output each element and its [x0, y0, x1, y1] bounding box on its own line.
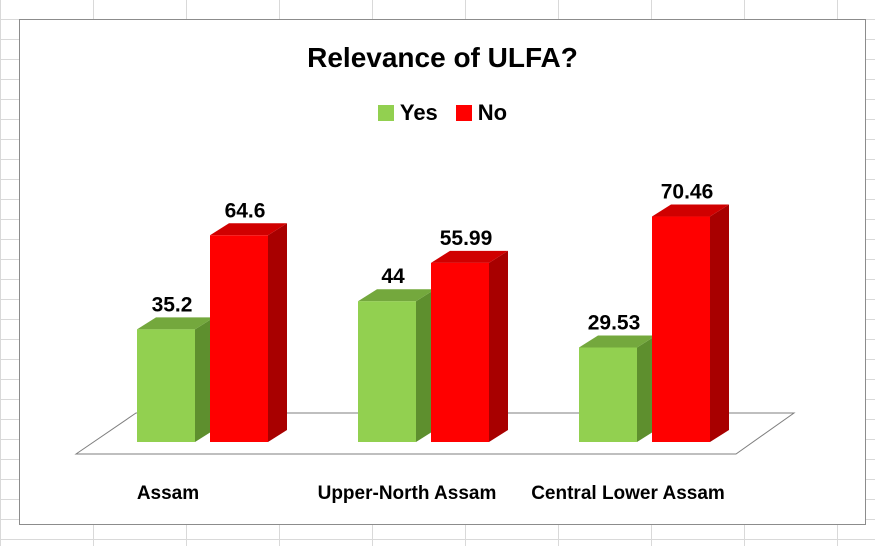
bar-yes-2[interactable] [579, 347, 637, 442]
plot-area[interactable]: 35.2 64.6 Assam 44 55.99 Upper-North Assam 29.… [20, 20, 865, 524]
chart-area[interactable]: Relevance of ULFA? Yes No 35.2 64.6 Assam 4… [19, 19, 866, 525]
bar-no-0[interactable] [210, 235, 268, 442]
legend-entry-yes[interactable]: Yes [377, 100, 438, 126]
bar-side-yes-2 [637, 335, 656, 442]
legend-swatch-no [455, 105, 472, 121]
legend-label-no: No [477, 100, 508, 125]
bar-no-1[interactable] [431, 262, 489, 442]
legend-label-yes: Yes [399, 100, 438, 125]
legend-entry-no[interactable]: No [455, 100, 508, 126]
bar-yes-1[interactable] [358, 301, 416, 442]
bar-top-yes-2 [579, 335, 656, 348]
category-label-1: Upper-North Assam [318, 483, 497, 504]
legend[interactable]: Yes No [20, 100, 865, 126]
legend-swatch-yes [377, 105, 394, 121]
data-label-no-1: 55.99 [440, 227, 493, 250]
data-label-no-0: 64.6 [225, 199, 266, 222]
bar-top-yes-1 [358, 289, 435, 302]
category-label-2: Central Lower Assam [531, 483, 725, 504]
bar-top-no-0 [210, 223, 287, 236]
bar-side-yes-0 [195, 317, 214, 442]
bar-side-yes-1 [416, 289, 435, 442]
bar-no-2[interactable] [652, 216, 710, 442]
data-label-yes-0: 35.2 [152, 293, 193, 316]
bar-top-yes-0 [137, 317, 214, 330]
bar-yes-0[interactable] [137, 329, 195, 442]
chart-title[interactable]: Relevance of ULFA? [307, 42, 578, 73]
data-label-no-2: 70.46 [661, 181, 714, 204]
bar-side-no-2 [710, 204, 729, 442]
data-label-yes-2: 29.53 [588, 312, 641, 335]
bar-side-no-0 [268, 223, 287, 442]
category-label-0: Assam [137, 483, 199, 504]
bar-top-no-1 [431, 250, 508, 263]
bar-top-no-2 [652, 204, 729, 217]
bar-side-no-1 [489, 250, 508, 442]
data-label-yes-1: 44 [381, 265, 405, 288]
